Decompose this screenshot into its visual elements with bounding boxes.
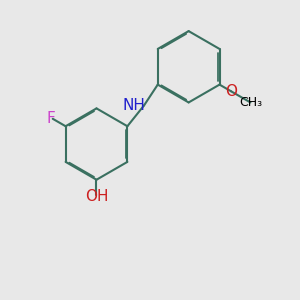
Text: OH: OH [85,189,108,204]
Text: F: F [47,111,56,126]
Text: O: O [225,84,237,99]
Text: NH: NH [122,98,145,113]
Text: CH₃: CH₃ [239,96,262,109]
